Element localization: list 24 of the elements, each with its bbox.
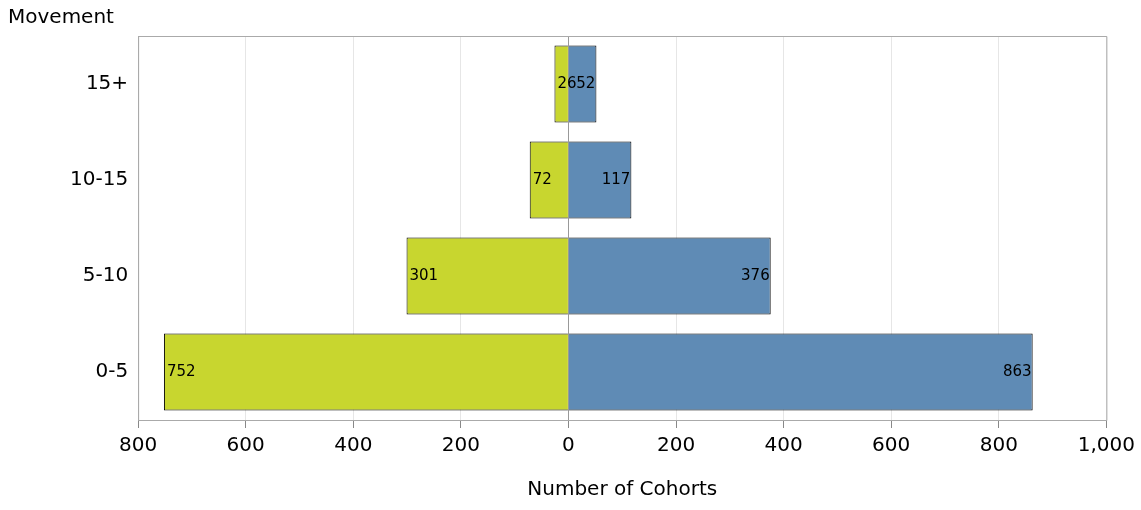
data-label: 863 xyxy=(1003,361,1032,380)
x-tick-label: 400 xyxy=(334,432,373,457)
y-tick-label: 5-10 xyxy=(82,262,129,287)
x-axis-title: Number of Cohorts xyxy=(527,476,718,501)
data-label: 52 xyxy=(576,73,596,92)
y-tick-label: 15+ xyxy=(85,70,129,95)
x-tick-label: 200 xyxy=(656,432,696,457)
x-tick-label: 800 xyxy=(979,432,1018,457)
data-label: 26 xyxy=(557,73,577,92)
y-axis-title: Movement xyxy=(8,4,115,29)
data-label: 376 xyxy=(741,265,770,284)
x-tick-label: 600 xyxy=(872,432,911,457)
data-label: 301 xyxy=(409,265,439,284)
x-tick-label: 400 xyxy=(764,432,803,457)
data-label: 72 xyxy=(532,169,552,188)
x-tick-label: 1,000 xyxy=(1077,432,1135,457)
y-tick-label: 0-5 xyxy=(95,358,129,383)
data-label: 752 xyxy=(166,361,196,380)
x-tick-label: 200 xyxy=(441,432,480,457)
x-tick-label: 800 xyxy=(119,432,158,457)
data-label: 117 xyxy=(601,169,631,188)
x-tick-label: 600 xyxy=(226,432,265,457)
x-tick-label: 0 xyxy=(562,432,575,457)
y-tick-label: 10-15 xyxy=(69,166,129,191)
